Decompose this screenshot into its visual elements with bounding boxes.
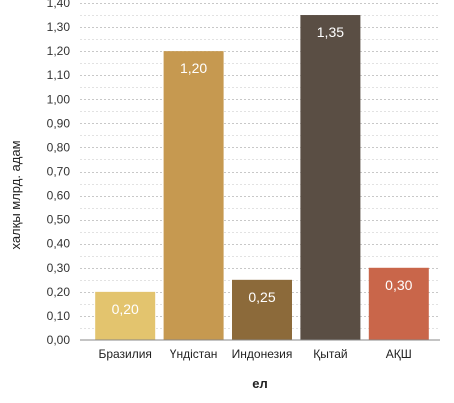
y-tick-label: 0,70 [47, 165, 71, 179]
category-label: Қытай [313, 347, 347, 361]
y-tick-label: 1,00 [47, 92, 71, 106]
y-tick-label: 1,10 [47, 68, 71, 82]
data-label: 0,30 [385, 277, 412, 293]
bar [95, 291, 156, 340]
y-tick-label: 0,80 [47, 140, 71, 154]
category-label: АҚШ [386, 347, 412, 361]
data-labels: 0,20 1,20 0,25 1,35 0,30 [112, 24, 413, 317]
y-tick-label: 1,30 [47, 20, 71, 34]
y-axis-label: халқы млрд. адам [8, 140, 23, 249]
y-tick-label: 0,30 [47, 261, 71, 275]
bar [163, 51, 224, 341]
data-label: 1,35 [317, 24, 344, 40]
category-label: Үндістан [170, 347, 218, 361]
bars [95, 15, 429, 341]
category-label: Индонезия [232, 347, 293, 361]
y-tick-label: 1,20 [47, 44, 71, 58]
category-label: Бразилия [98, 347, 152, 361]
bar [368, 267, 429, 340]
y-tick-label: 0,40 [47, 237, 71, 251]
y-tick-label: 0,60 [47, 189, 71, 203]
y-tick-label: 0,90 [47, 116, 71, 130]
x-axis-category-labels: Бразилия Үндістан Индонезия Қытай АҚШ [98, 347, 411, 361]
y-tick-label: 1,40 [47, 0, 71, 10]
data-label: 0,20 [112, 301, 139, 317]
bar [232, 279, 292, 340]
y-tick-label: 0,00 [47, 333, 71, 347]
y-tick-label: 0,10 [47, 309, 71, 323]
y-tick-label: 0,50 [47, 213, 71, 227]
bar [300, 15, 361, 341]
data-label: 1,20 [180, 60, 207, 76]
y-axis-tick-labels: 0,00 0,10 0,20 0,30 0,40 0,50 0,60 0,70 0,80 0,90… [47, 0, 71, 347]
gridlines [80, 3, 440, 329]
data-label: 0,25 [248, 289, 275, 305]
x-axis-label: ел [252, 376, 268, 391]
y-tick-label: 0,20 [47, 285, 71, 299]
